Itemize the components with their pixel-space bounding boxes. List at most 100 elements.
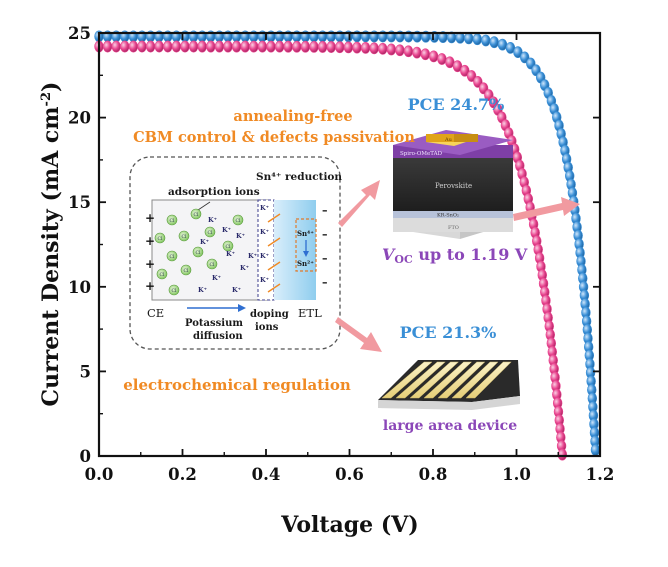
series-2-point	[369, 42, 379, 55]
doping-label-2: ions	[255, 322, 279, 333]
x-tick-label: 1.2	[586, 465, 615, 484]
x-tick-label: 0.2	[168, 465, 197, 484]
series-1-point	[590, 444, 601, 456]
k-ion: K⁺	[236, 232, 245, 240]
series-1-point	[497, 38, 508, 51]
pce-top-label: PCE 24.7%	[408, 95, 505, 114]
series-2-point	[386, 43, 397, 56]
etl-label: ETL	[298, 306, 322, 320]
doping-k-ion: K⁺	[260, 228, 269, 236]
series-2-point	[240, 40, 250, 53]
device-strip	[423, 361, 473, 399]
series-2-point	[163, 40, 173, 53]
cl-ion	[156, 268, 168, 280]
cl-ion	[168, 284, 180, 296]
series-2-point	[231, 40, 242, 53]
minus-charge: –	[322, 204, 328, 217]
cl-ion-label: Cl	[208, 230, 213, 236]
k-ion: K⁺	[200, 238, 209, 246]
x-tick-label: 0.6	[335, 465, 364, 484]
y-tick-label: 15	[68, 193, 91, 212]
x-tick-label: 0.0	[85, 465, 114, 484]
y-tick-label: 0	[80, 447, 91, 466]
series-2-point	[102, 40, 113, 53]
cl-ion	[180, 264, 192, 276]
plus-charge: +	[145, 279, 155, 293]
series-2-point	[343, 41, 354, 54]
device-strip	[395, 361, 446, 399]
doping-k-ion: K⁺	[260, 276, 269, 284]
y-axis-label: Current Density (mA cm-2)	[38, 82, 64, 407]
device-htl-label: Spiro-OMeTAD	[400, 151, 443, 157]
y-tick-label: 5	[80, 362, 91, 381]
series-2-point	[214, 40, 225, 53]
series-2-point	[326, 41, 336, 53]
series-2-point	[145, 40, 156, 53]
device-etl-label: KR-SnO₂	[437, 213, 459, 219]
doping-k-ion: K⁺	[260, 252, 269, 260]
cl-ion-label: Cl	[210, 262, 215, 268]
x-tick-label: 0.4	[252, 465, 281, 484]
cl-ion-label: Cl	[170, 218, 175, 224]
series-1-point	[464, 32, 474, 45]
cl-ion-label: Cl	[236, 218, 241, 224]
series-2-point	[206, 40, 216, 53]
cl-ion	[206, 258, 218, 270]
series-2-point	[557, 448, 567, 461]
series-2-point	[335, 41, 345, 54]
series-2-point	[111, 40, 121, 53]
cl-ion-label: Cl	[182, 234, 187, 240]
cl-ion	[154, 232, 166, 244]
pce-bottom-label: PCE 21.3%	[400, 323, 497, 342]
device-strip	[381, 361, 433, 399]
large-area-device	[378, 360, 520, 410]
device-strip	[465, 361, 512, 399]
series-2-point	[360, 42, 371, 54]
series-1-point	[481, 34, 491, 47]
large-area-label: large area device	[383, 418, 517, 434]
plus-charge: +	[145, 257, 155, 271]
cl-ion-label: Cl	[196, 250, 201, 256]
device-absorber-label: Perovskite	[435, 182, 472, 190]
doping-label-1: doping	[250, 309, 289, 320]
sn-reduction-label: Sn⁴⁺ reduction	[256, 171, 342, 183]
cl-ion	[192, 246, 204, 258]
series-2-point	[249, 40, 259, 53]
cl-ion	[178, 230, 190, 242]
device-strip	[451, 361, 499, 399]
series-2-point	[460, 64, 470, 77]
sn2-label: Sn²⁺	[297, 259, 314, 268]
series-2-point	[283, 40, 293, 53]
series-2-point	[378, 42, 388, 55]
series-2-point	[403, 45, 414, 58]
series-2-point	[154, 40, 164, 53]
k-ion: K⁺	[248, 252, 257, 260]
cl-ion	[204, 226, 216, 238]
series-2-point	[352, 41, 362, 54]
voc-label: VOC up to 1.19 V	[382, 245, 528, 266]
series-2-point	[429, 50, 439, 63]
cl-ion-label: Cl	[158, 236, 163, 242]
cl-ion	[166, 250, 178, 262]
k-ion: K⁺	[232, 286, 241, 294]
doping-k-ion: K⁺	[260, 204, 269, 212]
minus-charge: –	[322, 252, 328, 265]
device-stack: Au Spiro-OMeTAD Perovskite KR-SnO₂ FTO	[393, 130, 513, 239]
series-1-point	[489, 36, 499, 49]
device-au-label: Au	[444, 137, 453, 143]
minus-charge: –	[322, 228, 328, 241]
cl-ion-label: Cl	[160, 272, 165, 278]
k-ion: K⁺	[208, 216, 217, 224]
series-2-point	[309, 40, 319, 53]
series-2-point	[317, 41, 328, 53]
cl-ion	[190, 208, 202, 220]
series-2-point	[137, 40, 147, 53]
series-1-point	[472, 33, 483, 46]
series-2-point	[120, 40, 130, 53]
device-strip	[409, 361, 460, 399]
k-ion: K⁺	[222, 226, 231, 234]
plus-charge: +	[145, 234, 155, 248]
cl-ion	[166, 214, 178, 226]
series-2-point	[180, 40, 190, 53]
y-tick-label: 20	[68, 109, 91, 128]
